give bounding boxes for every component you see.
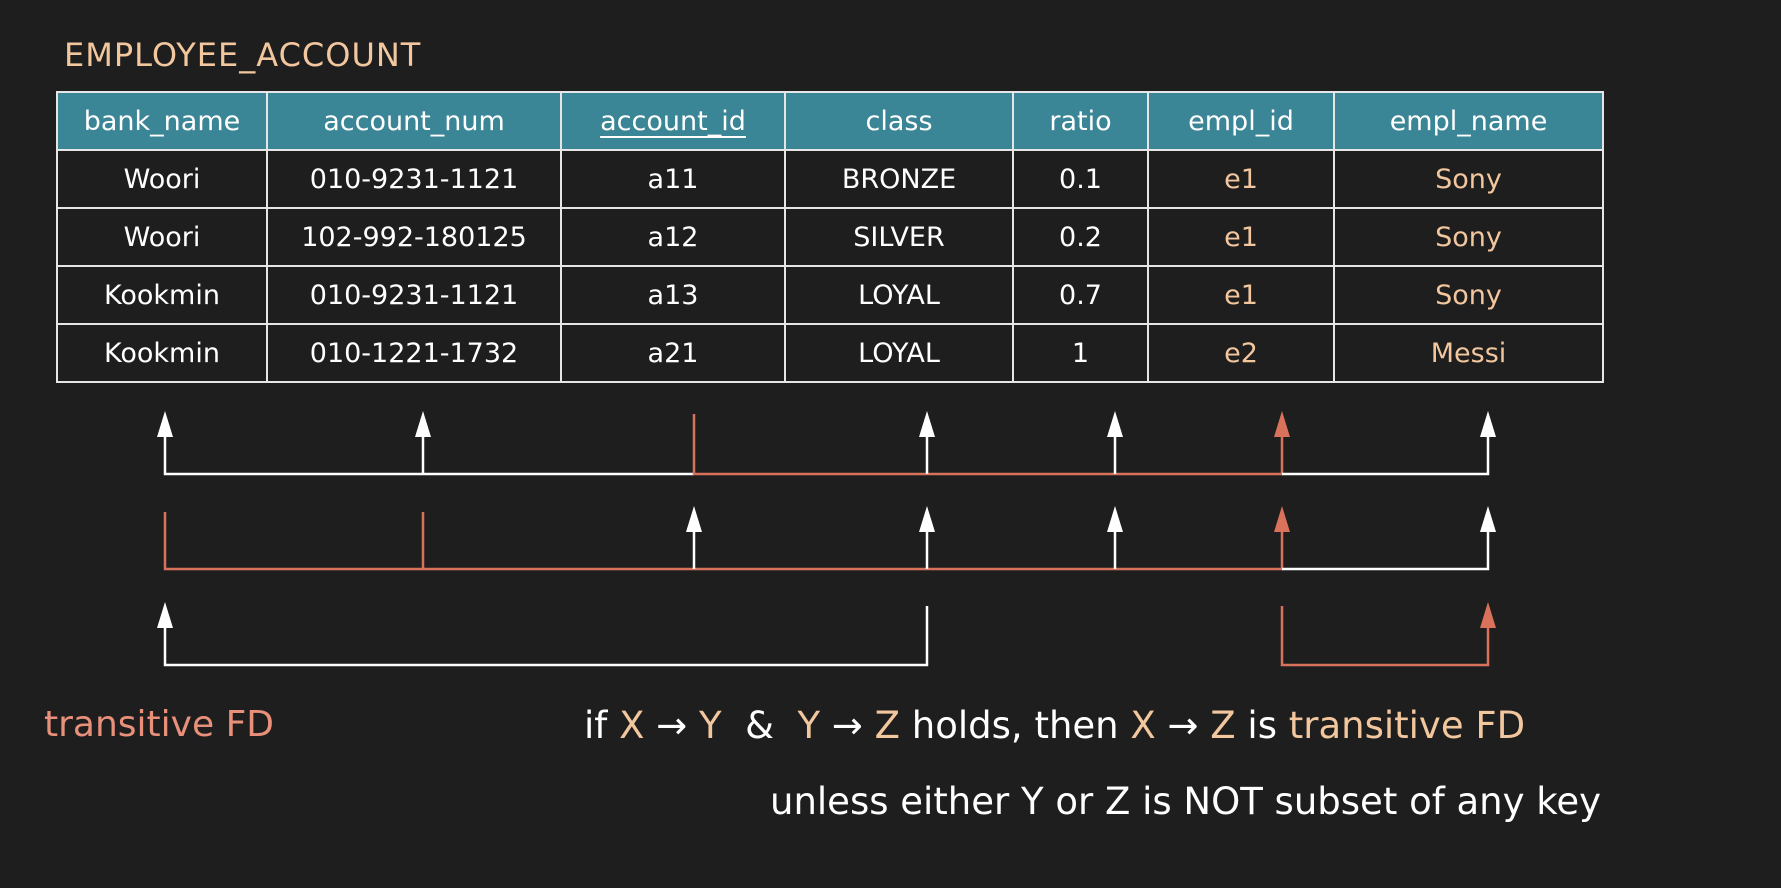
cell-empl-name: Sony: [1333, 265, 1604, 325]
col-header-empl-name: empl_name: [1333, 91, 1604, 151]
rule-arrow: →: [831, 704, 863, 747]
cell-empl-id: e2: [1147, 323, 1335, 383]
rule-z: Z: [1210, 704, 1236, 747]
cell-class: LOYAL: [784, 265, 1014, 325]
arrowhead-account-num: [415, 411, 431, 437]
arrowhead-account-id: [686, 506, 702, 532]
cell-empl-name: Messi: [1333, 323, 1604, 383]
fd-3-bracket: [163, 606, 929, 667]
rule-is: is: [1247, 704, 1277, 747]
table-header-row: bank_name account_num account_id class r…: [56, 91, 1604, 151]
col-header-class: class: [784, 91, 1014, 151]
fd-1: [157, 411, 1496, 476]
table-row: Kookmin 010-9231-1121 a13 LOYAL 0.7 e1 S…: [56, 265, 1604, 325]
cell-account-id: a12: [560, 207, 786, 267]
cell-account-num: 010-9231-1121: [266, 265, 562, 325]
fd-2: [163, 506, 1496, 571]
col-header-account-num: account_num: [266, 91, 562, 151]
arrowhead-empl-name: [1480, 411, 1496, 437]
fd-1-bracket-white: [163, 428, 694, 476]
cell-empl-id: e1: [1147, 149, 1335, 209]
arrowhead-empl-id: [1274, 411, 1290, 437]
fd-1-bracket-salmon: [692, 414, 1284, 476]
rule-arrow: →: [1167, 704, 1199, 747]
transitive-fd-rule: if X → Y & Y → Z holds, then X → Z is tr…: [584, 704, 1525, 747]
employee-account-table: bank_name account_num account_id class r…: [56, 91, 1604, 383]
cell-ratio: 1: [1012, 323, 1149, 383]
cell-bank-name: Kookmin: [56, 323, 268, 383]
col-header-ratio: ratio: [1012, 91, 1149, 151]
arrowhead-class: [919, 411, 935, 437]
arrowhead-class: [919, 506, 935, 532]
transitive-fd-exception: unless either Y or Z is NOT subset of an…: [770, 780, 1602, 823]
rule-arrow: →: [656, 704, 688, 747]
cell-account-id: a13: [560, 265, 786, 325]
col-header-bank-name: bank_name: [56, 91, 268, 151]
arrowhead-bank-name: [157, 602, 173, 628]
relation-title: EMPLOYEE_ACCOUNT: [64, 36, 422, 74]
fd-2-bracket-salmon: [163, 512, 1284, 571]
cell-bank-name: Kookmin: [56, 265, 268, 325]
arrowhead-ratio: [1107, 411, 1123, 437]
table-row: Woori 102-992-180125 a12 SILVER 0.2 e1 S…: [56, 207, 1604, 267]
fd-4-bracket: [1280, 606, 1490, 667]
primary-key-label: account_id: [600, 105, 746, 137]
arrowhead-ratio: [1107, 506, 1123, 532]
cell-account-id: a11: [560, 149, 786, 209]
cell-empl-name: Sony: [1333, 149, 1604, 209]
rule-holds-then: holds, then: [911, 704, 1119, 747]
arrowhead-empl-name: [1480, 506, 1496, 532]
cell-bank-name: Woori: [56, 149, 268, 209]
cell-ratio: 0.2: [1012, 207, 1149, 267]
table-row: Kookmin 010-1221-1732 a21 LOYAL 1 e2 Mes…: [56, 323, 1604, 383]
cell-bank-name: Woori: [56, 207, 268, 267]
rule-z: Z: [874, 704, 901, 747]
rule-x: X: [1130, 704, 1156, 747]
cell-empl-id: e1: [1147, 207, 1335, 267]
cell-ratio: 0.1: [1012, 149, 1149, 209]
cell-class: LOYAL: [784, 323, 1014, 383]
arrowhead-empl-name: [1480, 602, 1496, 628]
cell-account-id: a21: [560, 323, 786, 383]
col-header-empl-id: empl_id: [1147, 91, 1335, 151]
transitive-fd-caption: transitive FD: [44, 704, 274, 745]
fd-2-bracket-tail: [1282, 525, 1490, 571]
cell-account-num: 010-1221-1732: [266, 323, 562, 383]
rule-if: if: [584, 704, 608, 747]
rule-amp: &: [745, 704, 774, 747]
arrowhead-empl-id: [1274, 506, 1290, 532]
cell-class: SILVER: [784, 207, 1014, 267]
cell-ratio: 0.7: [1012, 265, 1149, 325]
rule-y: Y: [797, 704, 821, 747]
cell-empl-id: e1: [1147, 265, 1335, 325]
fd-1-bracket-tail: [1282, 428, 1490, 476]
table-row: Woori 010-9231-1121 a11 BRONZE 0.1 e1 So…: [56, 149, 1604, 209]
fd-3: [157, 602, 929, 667]
fd-4: [1280, 602, 1496, 667]
col-header-account-id: account_id: [560, 91, 786, 151]
cell-account-num: 010-9231-1121: [266, 149, 562, 209]
cell-class: BRONZE: [784, 149, 1014, 209]
rule-transitive-fd: transitive FD: [1288, 704, 1526, 747]
arrowhead-bank-name: [157, 411, 173, 437]
cell-account-num: 102-992-180125: [266, 207, 562, 267]
rule-y: Y: [698, 704, 722, 747]
rule-x: X: [619, 704, 645, 747]
cell-empl-name: Sony: [1333, 207, 1604, 267]
